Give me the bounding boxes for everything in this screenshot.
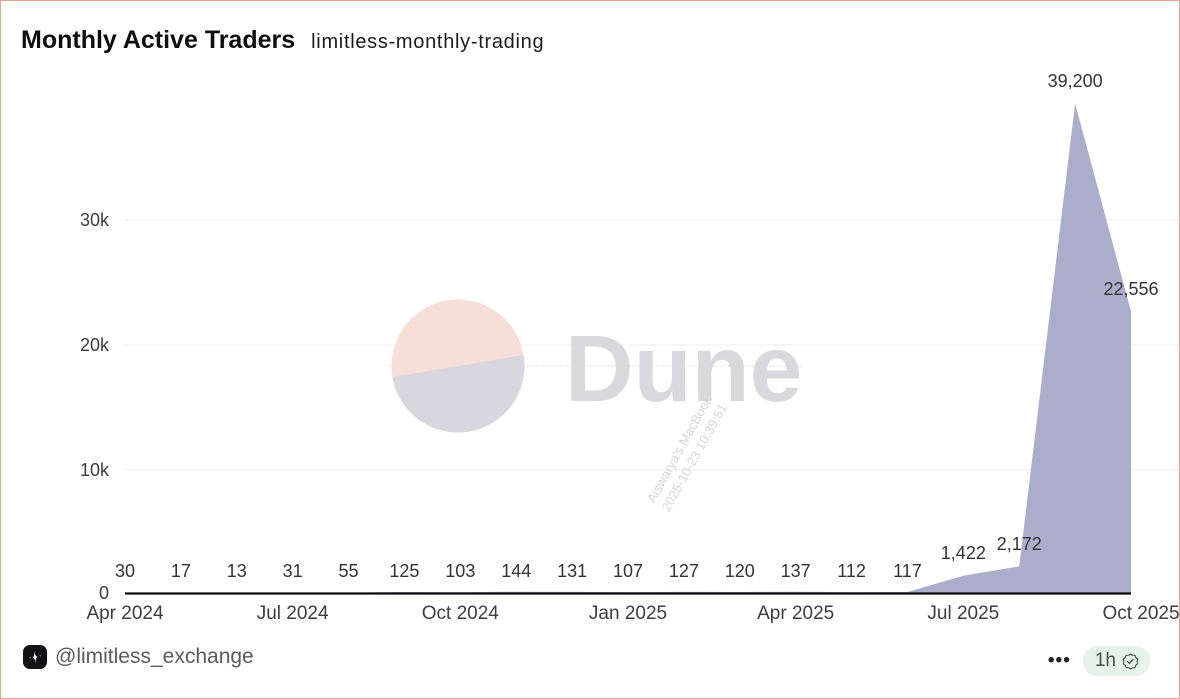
svg-text:131: 131: [557, 561, 587, 581]
svg-text:39,200: 39,200: [1048, 71, 1103, 91]
svg-text:Oct 2024: Oct 2024: [422, 603, 500, 624]
svg-text:117: 117: [893, 561, 922, 581]
svg-text:103: 103: [445, 561, 475, 581]
svg-text:31: 31: [283, 561, 303, 581]
svg-text:13: 13: [227, 561, 247, 581]
svg-text:Jul 2024: Jul 2024: [257, 603, 329, 624]
svg-text:1,422: 1,422: [941, 543, 986, 563]
svg-text:10k: 10k: [80, 460, 110, 480]
svg-text:22,556: 22,556: [1103, 279, 1158, 299]
svg-text:55: 55: [339, 561, 359, 581]
svg-text:144: 144: [501, 561, 531, 581]
svg-text:125: 125: [389, 561, 419, 581]
svg-text:Apr 2025: Apr 2025: [757, 603, 834, 624]
svg-text:0: 0: [99, 583, 109, 603]
svg-text:137: 137: [781, 561, 811, 581]
svg-text:112: 112: [837, 561, 866, 581]
svg-text:30: 30: [115, 561, 135, 581]
svg-text:Jul 2025: Jul 2025: [927, 603, 999, 624]
svg-text:127: 127: [669, 561, 699, 581]
svg-text:30k: 30k: [80, 210, 110, 230]
svg-text:Jan 2025: Jan 2025: [589, 603, 667, 624]
svg-text:Dune: Dune: [565, 316, 803, 422]
svg-text:Oct 2025: Oct 2025: [1102, 603, 1179, 624]
svg-text:20k: 20k: [80, 335, 110, 355]
svg-text:Apr 2024: Apr 2024: [86, 603, 164, 624]
svg-text:17: 17: [171, 561, 191, 581]
svg-text:120: 120: [725, 561, 755, 581]
svg-text:2,172: 2,172: [997, 534, 1042, 554]
svg-text:107: 107: [613, 561, 643, 581]
